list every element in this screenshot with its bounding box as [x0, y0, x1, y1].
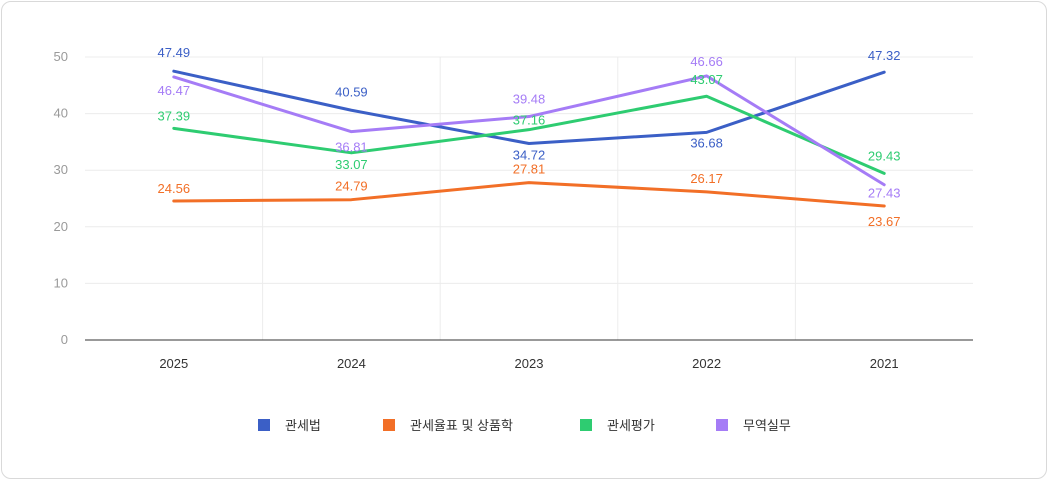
data-label: 47.49	[158, 45, 191, 60]
legend-label: 무역실무	[743, 418, 791, 433]
y-tick-label: 50	[54, 49, 68, 64]
legend-label: 관세평가	[607, 418, 655, 433]
data-label: 37.39	[158, 108, 191, 123]
data-label: 23.67	[868, 214, 901, 229]
data-label: 46.47	[158, 83, 191, 98]
legend-swatch	[716, 419, 728, 431]
data-label: 27.43	[868, 186, 901, 201]
data-label: 26.17	[690, 171, 723, 186]
legend-swatch	[580, 419, 592, 431]
data-label: 36.81	[335, 140, 368, 155]
series-line	[172, 74, 886, 187]
x-tick-label: 2024	[337, 356, 366, 371]
series-line	[172, 69, 886, 145]
series-lines	[172, 69, 886, 208]
y-tick-label: 30	[54, 162, 68, 177]
legend-label: 관세법	[285, 418, 321, 433]
x-tick-label: 2023	[515, 356, 544, 371]
data-label: 39.48	[513, 92, 546, 107]
data-labels: 47.49 40.59 34.72 36.68 47.32 24.56 24.79 27.81…	[158, 45, 901, 229]
y-axis-ticks: 0 10 20 30 40 50	[54, 49, 68, 347]
data-label: 36.68	[690, 135, 723, 150]
y-tick-label: 20	[54, 219, 68, 234]
data-label: 47.32	[868, 48, 901, 63]
data-label: 46.66	[690, 54, 723, 69]
data-label: 29.43	[868, 148, 901, 163]
x-tick-label: 2025	[159, 356, 188, 371]
data-label: 37.16	[513, 113, 546, 128]
grid-lines	[85, 56, 973, 341]
x-axis-ticks: 2025 2024 2023 2022 2021	[159, 356, 898, 371]
y-tick-label: 0	[61, 332, 68, 347]
x-tick-label: 2022	[692, 356, 721, 371]
x-tick-label: 2021	[870, 356, 899, 371]
data-label: 43.07	[690, 72, 723, 87]
data-label: 34.72	[513, 147, 546, 162]
data-label: 33.07	[335, 157, 368, 172]
data-label: 24.79	[335, 179, 368, 194]
data-label: 40.59	[335, 84, 368, 99]
legend-swatch	[383, 419, 395, 431]
legend: 관세법 관세율표 및 상품학 관세평가 무역실무	[258, 418, 791, 433]
legend-label: 관세율표 및 상품학	[410, 418, 513, 433]
y-tick-label: 40	[54, 106, 68, 121]
series-line	[172, 94, 886, 175]
data-label: 27.81	[513, 162, 546, 177]
data-label: 24.56	[158, 181, 191, 196]
legend-swatch	[258, 419, 270, 431]
series-line	[172, 181, 886, 208]
y-tick-label: 10	[54, 275, 68, 290]
